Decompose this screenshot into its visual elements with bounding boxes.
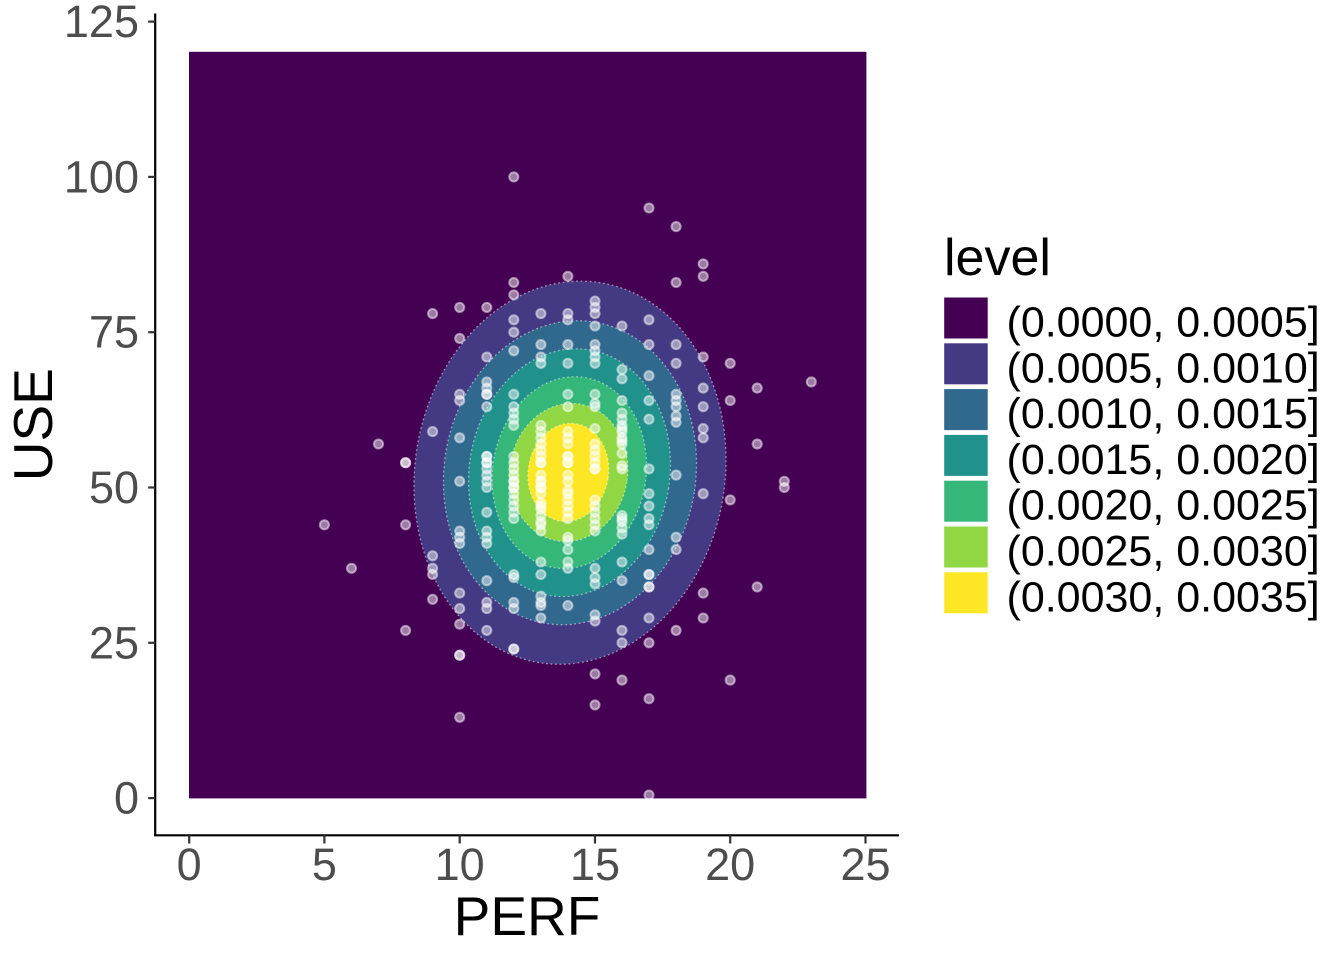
svg-text:(0.0025, 0.0030]: (0.0025, 0.0030] xyxy=(1007,528,1320,576)
svg-text:5: 5 xyxy=(312,839,337,890)
svg-text:(0.0005, 0.0010]: (0.0005, 0.0010] xyxy=(1007,344,1320,392)
svg-text:20: 20 xyxy=(705,839,755,890)
svg-text:(0.0010, 0.0015]: (0.0010, 0.0015] xyxy=(1007,390,1320,438)
svg-text:(0.0020, 0.0025]: (0.0020, 0.0025] xyxy=(1007,482,1320,530)
svg-text:25: 25 xyxy=(89,617,139,668)
svg-text:50: 50 xyxy=(89,462,139,513)
svg-text:0: 0 xyxy=(177,839,202,890)
svg-text:100: 100 xyxy=(64,151,139,202)
svg-text:(0.0015, 0.0020]: (0.0015, 0.0020] xyxy=(1007,436,1320,484)
svg-text:USE: USE xyxy=(2,368,64,481)
svg-text:(0.0030, 0.0035]: (0.0030, 0.0035] xyxy=(1007,573,1320,621)
svg-text:125: 125 xyxy=(64,0,139,47)
svg-text:level: level xyxy=(944,229,1051,287)
svg-text:25: 25 xyxy=(840,839,890,890)
svg-text:(0.0000, 0.0005]: (0.0000, 0.0005] xyxy=(1007,299,1320,347)
svg-text:75: 75 xyxy=(89,307,139,358)
svg-text:10: 10 xyxy=(435,839,485,890)
svg-text:0: 0 xyxy=(114,773,139,824)
svg-text:15: 15 xyxy=(570,839,620,890)
svg-text:PERF: PERF xyxy=(454,885,601,947)
